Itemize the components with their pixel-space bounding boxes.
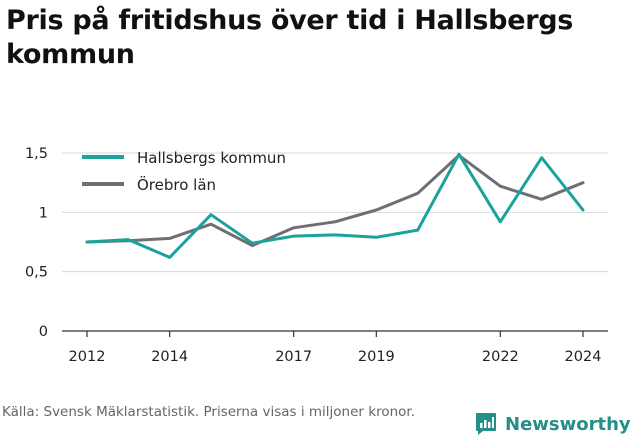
y-tick-label: 0 xyxy=(39,324,48,340)
newsworthy-logo-icon xyxy=(476,413,496,435)
chart-title: Pris på fritidshus över tid i Hallsbergs… xyxy=(6,5,574,70)
legend: Hallsbergs kommun Örebro län xyxy=(82,149,286,194)
brand-name: Newsworthy xyxy=(505,413,631,435)
source-note: Källa: Svensk Mäklarstatistik. Priserna … xyxy=(2,404,416,420)
brand-logo: Newsworthy xyxy=(475,409,631,439)
y-tick-label: 1,5 xyxy=(25,146,48,162)
y-tick-label: 0,5 xyxy=(25,265,48,281)
line-chart: 2012 2014 2017 2019 2022 2024 0 0,5 1 1,5 Hallsb… xyxy=(25,146,608,365)
x-tick-label: 2024 xyxy=(565,349,602,365)
x-tick-label: 2014 xyxy=(151,349,188,365)
series-line xyxy=(85,153,585,248)
legend-label: Hallsbergs kommun xyxy=(137,149,286,167)
series-line xyxy=(85,152,585,259)
y-tick-label: 1 xyxy=(39,205,48,221)
x-tick-label: 2022 xyxy=(482,349,519,365)
x-tick-label: 2017 xyxy=(275,349,312,365)
gridlines xyxy=(62,152,608,332)
legend-label: Örebro län xyxy=(137,175,216,194)
series-lines xyxy=(85,152,585,259)
x-tick-label: 2019 xyxy=(358,349,395,365)
x-axis: 2012 2014 2017 2019 2022 2024 xyxy=(69,331,602,365)
x-tick-label: 2012 xyxy=(69,349,106,365)
y-axis: 0 0,5 1 1,5 xyxy=(25,146,48,340)
